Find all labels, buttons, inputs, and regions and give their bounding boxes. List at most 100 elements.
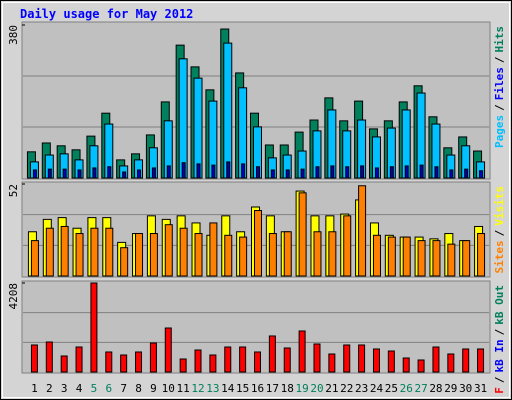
- legend-separator: /: [493, 104, 506, 111]
- legend-entry: kB In: [493, 339, 506, 372]
- x-tick-label: 28: [429, 382, 442, 395]
- x-tick-label: 24: [370, 382, 384, 395]
- x-tick-label: 17: [266, 382, 279, 395]
- bar: [209, 354, 217, 373]
- bar: [92, 167, 97, 179]
- bar: [254, 210, 262, 277]
- bar: [194, 233, 203, 277]
- bar: [328, 231, 337, 277]
- bar: [358, 344, 366, 373]
- bar: [75, 346, 83, 373]
- bar: [107, 166, 112, 179]
- bar: [343, 344, 351, 373]
- bar: [298, 330, 306, 373]
- bar: [298, 192, 307, 277]
- bar: [149, 233, 158, 277]
- bar: [32, 169, 37, 179]
- legend-separator: /: [493, 229, 506, 236]
- x-tick-label: 10: [162, 382, 175, 395]
- legend-separator: /: [493, 328, 506, 335]
- bar: [90, 282, 98, 373]
- bar: [270, 169, 275, 179]
- bar: [30, 240, 39, 277]
- bar: [479, 170, 484, 179]
- bar: [45, 341, 53, 373]
- bar: [211, 164, 216, 179]
- bar: [179, 358, 187, 373]
- x-tick-label: 6: [105, 382, 112, 395]
- bar: [241, 163, 246, 179]
- chart-title: Daily usage for May 2012: [20, 7, 193, 21]
- legend: kB F / kB In / kB Out: [493, 285, 506, 400]
- bar: [402, 236, 411, 277]
- bar: [62, 168, 67, 179]
- bar: [313, 231, 322, 277]
- legend-entry: Pages: [493, 115, 506, 148]
- x-tick-label: 29: [444, 382, 457, 395]
- bar: [254, 351, 261, 373]
- bar: [313, 343, 321, 373]
- bar: [90, 227, 99, 277]
- legend-entry: kB Out: [493, 285, 506, 325]
- bar: [447, 353, 455, 373]
- x-tick-label: 16: [251, 382, 264, 395]
- bar: [387, 350, 395, 373]
- legend-entry: Visits: [493, 186, 506, 226]
- bar: [239, 236, 248, 277]
- bar: [360, 165, 365, 179]
- bar: [75, 233, 84, 277]
- x-tick-label: 26: [400, 382, 413, 395]
- bar: [105, 227, 114, 277]
- bar: [226, 161, 231, 179]
- bar: [135, 351, 143, 373]
- y-tick-label: 52: [7, 184, 20, 197]
- x-tick-label: 21: [325, 382, 338, 395]
- bar: [179, 227, 188, 277]
- bar: [464, 168, 469, 179]
- x-tick-label: 19: [295, 382, 308, 395]
- x-tick-label: 1: [31, 382, 38, 395]
- x-tick-label: 11: [177, 382, 190, 395]
- bar: [387, 236, 396, 277]
- legend: Sites / Visits: [493, 186, 506, 274]
- x-tick-label: 22: [340, 382, 353, 395]
- bar: [417, 240, 426, 277]
- legend-separator: /: [493, 56, 506, 63]
- bar: [372, 348, 380, 373]
- bar: [462, 348, 470, 373]
- x-tick-label: 14: [221, 382, 235, 395]
- x-tick-label: 8: [135, 382, 142, 395]
- bar: [434, 166, 439, 179]
- bar: [135, 233, 144, 277]
- bar: [300, 168, 305, 179]
- bar: [194, 349, 202, 373]
- x-tick-label: 23: [355, 382, 368, 395]
- x-tick-label: 30: [459, 382, 472, 395]
- bar: [372, 234, 381, 277]
- x-tick-label: 12: [191, 382, 204, 395]
- bar: [417, 359, 425, 373]
- bar: [60, 355, 68, 373]
- bar: [328, 353, 336, 373]
- bar: [151, 167, 156, 179]
- bar: [47, 168, 52, 179]
- bar: [181, 162, 186, 179]
- bar: [30, 344, 38, 373]
- bar: [283, 347, 291, 373]
- x-tick-label: 9: [150, 382, 157, 395]
- legend-entry: Files: [493, 67, 506, 100]
- bar: [149, 342, 157, 373]
- bar: [374, 167, 379, 179]
- x-tick-label: 2: [46, 382, 53, 395]
- bar: [120, 354, 128, 373]
- bar: [223, 42, 233, 179]
- x-tick-label: 7: [120, 382, 127, 395]
- bar: [164, 327, 172, 373]
- bar: [402, 357, 410, 373]
- bar: [122, 171, 127, 179]
- bar: [224, 346, 232, 373]
- x-tick-label: 25: [385, 382, 398, 395]
- bar: [196, 163, 201, 179]
- bar: [268, 233, 277, 277]
